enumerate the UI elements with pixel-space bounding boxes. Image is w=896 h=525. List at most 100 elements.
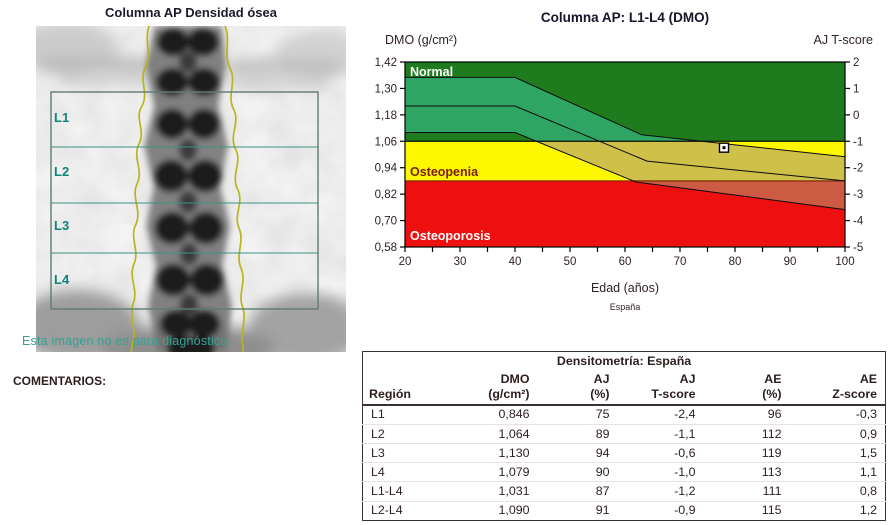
value-cell: -1,0 <box>617 462 704 482</box>
y-tick-label: 0,58 <box>375 242 397 254</box>
y-axis-left-label: DMO (g/cm²) <box>385 33 457 47</box>
zone-label-osteoporosis: Osteoporosis <box>410 229 491 243</box>
value-cell: -0,9 <box>617 500 704 521</box>
value-cell: 0,9 <box>789 423 886 444</box>
x-tick-label: 90 <box>784 256 797 268</box>
densitometry-table: Densitometría: España Región DMO (g/cm²) AJ(… <box>362 351 887 521</box>
value-cell: 1,079 <box>437 462 538 482</box>
value-cell: 119 <box>703 443 790 463</box>
value-cell: -0,6 <box>617 443 704 463</box>
table-title: Densitometría: España <box>556 353 692 368</box>
value-cell: 89 <box>537 423 618 444</box>
x-tick-label: 50 <box>564 256 577 268</box>
region-cell: L4 <box>362 462 438 482</box>
x-tick-label: 20 <box>399 256 412 268</box>
table-row: L4 1,079 90 -1,0 113 1,1 <box>362 462 886 482</box>
tscore-tick-label: -3 <box>853 189 863 201</box>
x-tick-label: 60 <box>619 256 632 268</box>
value-cell: 94 <box>537 443 618 463</box>
region-cell: L2-L4 <box>362 500 438 521</box>
y-tick-label: 1,30 <box>375 83 397 95</box>
x-axis-label: Edad (años) <box>591 281 659 295</box>
value-cell: -0,3 <box>855 407 878 422</box>
y-tick-label: 0,70 <box>375 216 397 228</box>
tscore-tick-label: -4 <box>853 216 864 228</box>
reference-chart-svg: Normal Osteopenia Osteoporosis 1,42 1,30 1,18… <box>375 10 873 312</box>
value-cell: 0,8 <box>789 481 886 501</box>
zone-label-osteopenia: Osteopenia <box>410 165 479 179</box>
y-axis-dmo <box>400 61 405 248</box>
table-row: L3 1,130 94 -0,6 119 1,5 <box>362 443 886 463</box>
x-tick-label: 100 <box>835 256 854 268</box>
value-cell: 1,1 <box>789 462 886 482</box>
tscore-tick-label: -5 <box>853 242 863 254</box>
patient-marker <box>718 142 730 153</box>
y-axis-tscore <box>845 61 850 248</box>
value-cell: 1,090 <box>437 500 538 521</box>
spine-scan-image: L1 L2 L3 L4 <box>36 26 346 352</box>
value-cell: 1,2 <box>789 500 886 521</box>
value-cell: -1,2 <box>617 481 704 501</box>
y-axis-right-label: AJ T-score <box>813 33 873 47</box>
comments-label: COMENTARIOS: <box>13 374 107 388</box>
reference-band-segment <box>536 141 845 181</box>
region-cell: L2 <box>362 423 438 444</box>
value-cell: 1,064 <box>437 423 538 444</box>
value-cell: 90 <box>537 462 618 482</box>
value-cell: 112 <box>703 423 790 444</box>
value-cell: 113 <box>703 462 790 482</box>
tscore-tick-label: -2 <box>853 163 863 175</box>
table-row: L2-L4 1,090 91 -0,9 115 1,2 <box>362 500 886 521</box>
table-row: L2 1,064 89 -1,1 112 0,9 <box>362 423 886 444</box>
region-cell: L3 <box>362 443 438 463</box>
value-cell: 0,846 <box>498 407 530 422</box>
region-cell: L1-L4 <box>362 481 438 501</box>
tscore-tick-label: 1 <box>853 83 859 95</box>
zone-label-normal: Normal <box>410 65 453 79</box>
scan-title: Columna AP Densidad ósea <box>105 5 277 20</box>
column-header: AJ (%) <box>537 370 618 406</box>
spine-column <box>144 26 232 352</box>
roi-label-l3: L3 <box>54 218 70 233</box>
spine-scan-graphic <box>36 26 346 352</box>
tscore-tick-label: 2 <box>853 57 859 69</box>
value-cell: 87 <box>537 481 618 501</box>
reference-population-label: España <box>610 302 641 312</box>
y-tick-label: 1,42 <box>375 57 397 69</box>
value-cell: 75 <box>595 407 610 422</box>
y-tick-label: 0,82 <box>375 189 397 201</box>
band-upper-line <box>405 76 846 158</box>
column-header: AE Z-score <box>789 370 886 406</box>
roi-label-l4: L4 <box>54 272 70 287</box>
column-header: AE (%) <box>703 370 790 406</box>
tissue-shadows <box>36 26 346 352</box>
roi-box <box>50 91 319 310</box>
x-tick-label: 70 <box>674 256 687 268</box>
reference-band-segment <box>405 77 703 142</box>
value-cell: 115 <box>703 500 790 521</box>
bone-contour-lines <box>130 26 245 352</box>
region-cell: L1 <box>371 407 385 422</box>
x-tick-label: 40 <box>509 256 522 268</box>
y-tick-label: 0,94 <box>375 163 398 175</box>
tscore-tick-label: 0 <box>853 110 859 122</box>
scan-disclaimer: Esta imagen no es para diagnóstico <box>22 334 228 348</box>
tscore-tick-label: -1 <box>853 136 863 148</box>
reference-chart: Normal Osteopenia Osteoporosis 1,42 1,30 1,18… <box>360 0 896 340</box>
results-table-region: Densitometría: España Región DMO (g/cm²) AJ(… <box>362 351 887 521</box>
value-cell: -1,1 <box>617 423 704 444</box>
band-middle-line <box>405 105 846 182</box>
x-axis <box>404 247 846 252</box>
chart-title: Columna AP: L1-L4 (DMO) <box>541 10 709 25</box>
table-row: L1-L4 1,031 87 -1,2 111 0,8 <box>362 481 886 501</box>
value-cell: 96 <box>767 407 782 422</box>
x-tick-label: 30 <box>454 256 467 268</box>
roi-label-l1: L1 <box>54 110 70 125</box>
x-tick-label: 80 <box>729 256 742 268</box>
value-cell: 91 <box>537 500 618 521</box>
column-header: AJ T-score <box>617 370 704 406</box>
column-header: DMO (g/cm²) <box>437 370 538 406</box>
table-row: L1 0,846 75 -2,4 96 -0,3 <box>363 405 886 425</box>
y-tick-label: 1,18 <box>375 110 397 122</box>
